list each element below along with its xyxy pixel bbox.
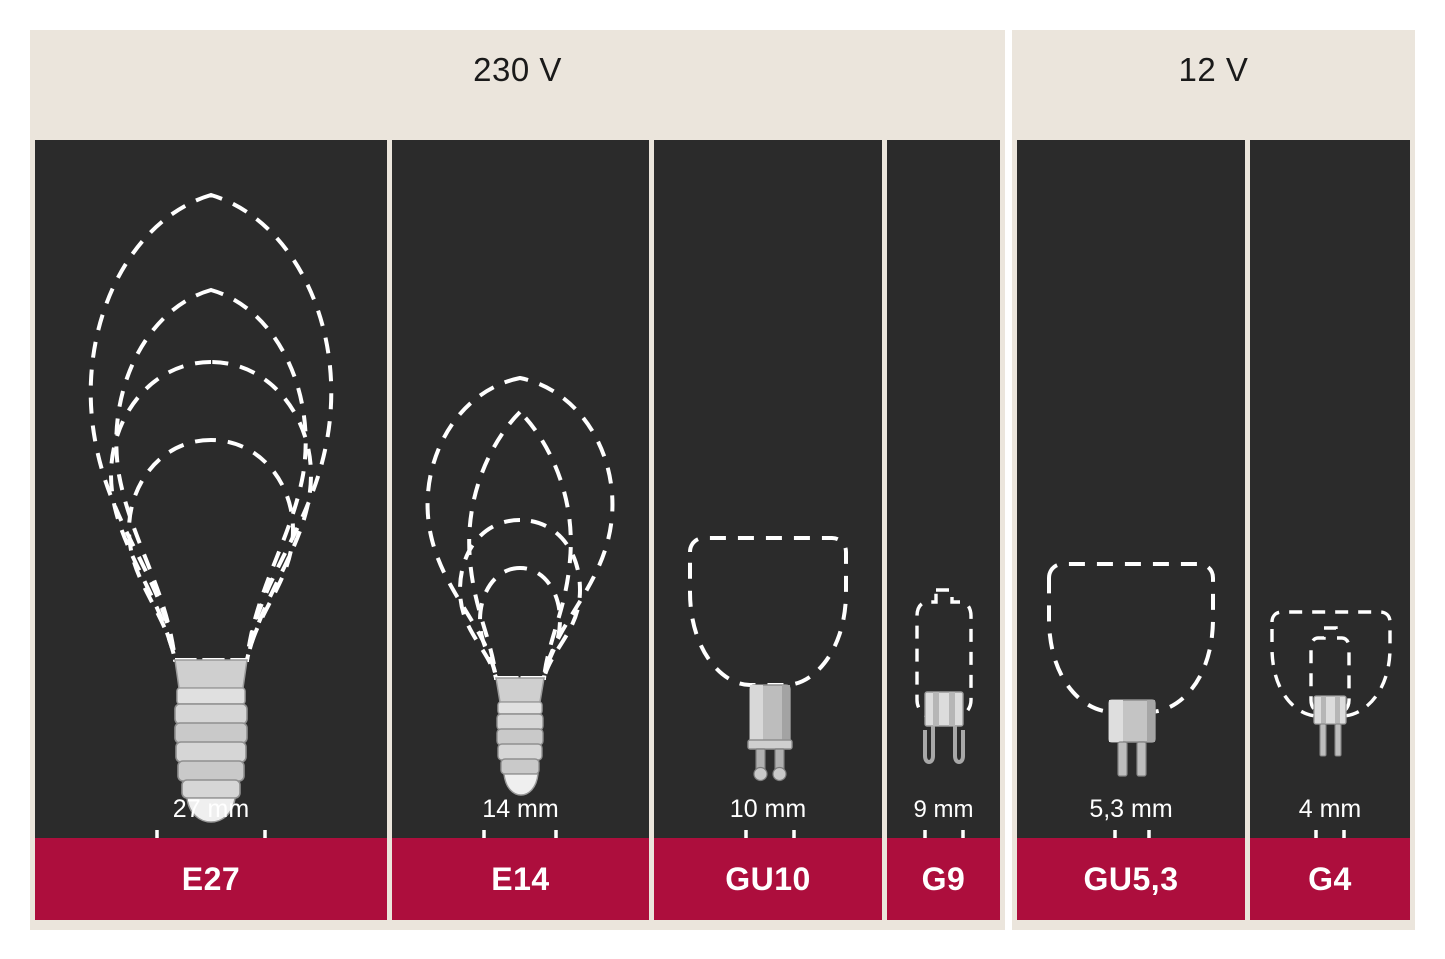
column-g9: 9 mm G9 [887, 140, 1000, 920]
e14-artwork [392, 140, 649, 850]
e14-socket-label: E14 [392, 838, 649, 920]
gu53-base-graphic [1108, 699, 1156, 777]
group-230v-title: 230 V [473, 51, 562, 88]
e27-bulb-illustration [88, 192, 334, 850]
gu53-bulb-illustration [1047, 562, 1215, 850]
gu10-base-graphic [747, 684, 793, 782]
gu10-artwork [654, 140, 882, 850]
column-e14: 14 mm E14 [392, 140, 649, 920]
e14-diameter-label: 14 mm [482, 795, 559, 823]
gu53-artwork [1017, 140, 1245, 850]
e27-base-graphic [174, 659, 248, 823]
e14-bulb-illustration [425, 375, 615, 850]
column-e27: 27 mm E27 [35, 140, 387, 920]
g4-socket-label: G4 [1250, 838, 1410, 920]
column-gu53: 5,3 mm GU5,3 [1017, 140, 1245, 920]
g4-artwork [1250, 140, 1410, 850]
g9-artwork [887, 140, 1000, 850]
gu10-bulb-illustration [688, 536, 848, 850]
gu10-diameter-label: 10 mm [729, 795, 807, 823]
g9-diameter-label: 9 mm [913, 796, 974, 823]
g4-bulb-illustration [1270, 610, 1392, 850]
group-12v-title: 12 V [1178, 51, 1249, 88]
column-g4: 4 mm G4 [1250, 140, 1410, 920]
column-gu10: 10 mm GU10 [654, 140, 882, 920]
group-230v: 230 V [30, 30, 1005, 930]
e27-socket-label: E27 [35, 838, 387, 920]
gu53-socket-label: GU5,3 [1017, 838, 1245, 920]
g9-bulb-illustration [915, 588, 973, 850]
g4-base-graphic [1313, 695, 1347, 757]
e27-diameter-label: 27 mm [172, 795, 250, 823]
g9-base-graphic [923, 691, 965, 764]
gu10-socket-label: GU10 [654, 838, 882, 920]
e27-artwork [35, 140, 387, 850]
gu53-diameter-label: 5,3 mm [1089, 795, 1173, 823]
group-12v: 12 V [1012, 30, 1415, 930]
e14-base-graphic [495, 677, 545, 796]
g9-socket-label: G9 [887, 838, 1000, 920]
g4-diameter-label: 4 mm [1298, 795, 1362, 823]
